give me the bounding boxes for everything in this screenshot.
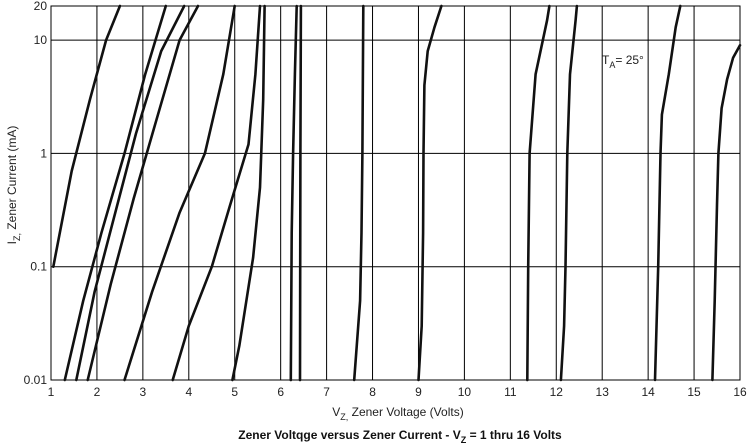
zener-curve-13 (559, 4, 579, 382)
x-tick-label: 8 (369, 385, 376, 399)
x-tick-label: 16 (733, 385, 747, 399)
x-tick-label: 13 (596, 385, 610, 399)
x-tick-label: 3 (140, 385, 147, 399)
plot-frame (50, 5, 741, 381)
x-tick-label: 1 (48, 385, 55, 399)
zener-curve-14 (653, 4, 682, 382)
zener-curve-4 (86, 4, 200, 382)
x-tick-label: 7 (323, 385, 330, 399)
zener-curve-11 (417, 4, 443, 382)
zener-curve-15 (711, 43, 742, 382)
zener-curve-1 (51, 4, 122, 269)
zener-curve-3 (75, 4, 186, 382)
y-axis-label: IZ, Zener Current (mA) (5, 126, 22, 245)
y-tick-label: 20 (34, 0, 48, 13)
x-tick-label: 10 (458, 385, 472, 399)
y-tick-label: 1 (40, 146, 47, 160)
zener-curve-5 (123, 4, 236, 382)
x-tick-label: 4 (185, 385, 192, 399)
x-tick-label: 12 (550, 385, 564, 399)
zener-curve-8 (289, 4, 299, 382)
x-axis-label: VZ, Zener Voltage (Volts) (332, 405, 463, 422)
zener-curve-9 (298, 4, 303, 382)
annotation-temperature: TA= 25° (602, 53, 644, 70)
curves (51, 4, 742, 382)
x-tick-label: 15 (687, 385, 701, 399)
y-tick-label: 0.01 (24, 373, 48, 387)
x-tick-label: 9 (415, 385, 422, 399)
zener-curve-7 (231, 4, 266, 382)
zener-curve-2 (63, 4, 168, 382)
x-tick-label: 11 (504, 385, 517, 399)
chart-caption: Zener Voltqge versus Zener Current - VZ … (238, 428, 562, 445)
y-tick-label: 0.1 (30, 260, 47, 274)
x-tick-label: 5 (231, 385, 238, 399)
x-tick-label: 6 (277, 385, 284, 399)
zener-curve-10 (352, 4, 365, 382)
x-tick-label: 14 (641, 385, 655, 399)
x-tick-label: 2 (94, 385, 101, 399)
zener-curve-6 (171, 4, 262, 382)
y-tick-label: 10 (34, 33, 48, 47)
zener-curve-12 (525, 4, 551, 382)
